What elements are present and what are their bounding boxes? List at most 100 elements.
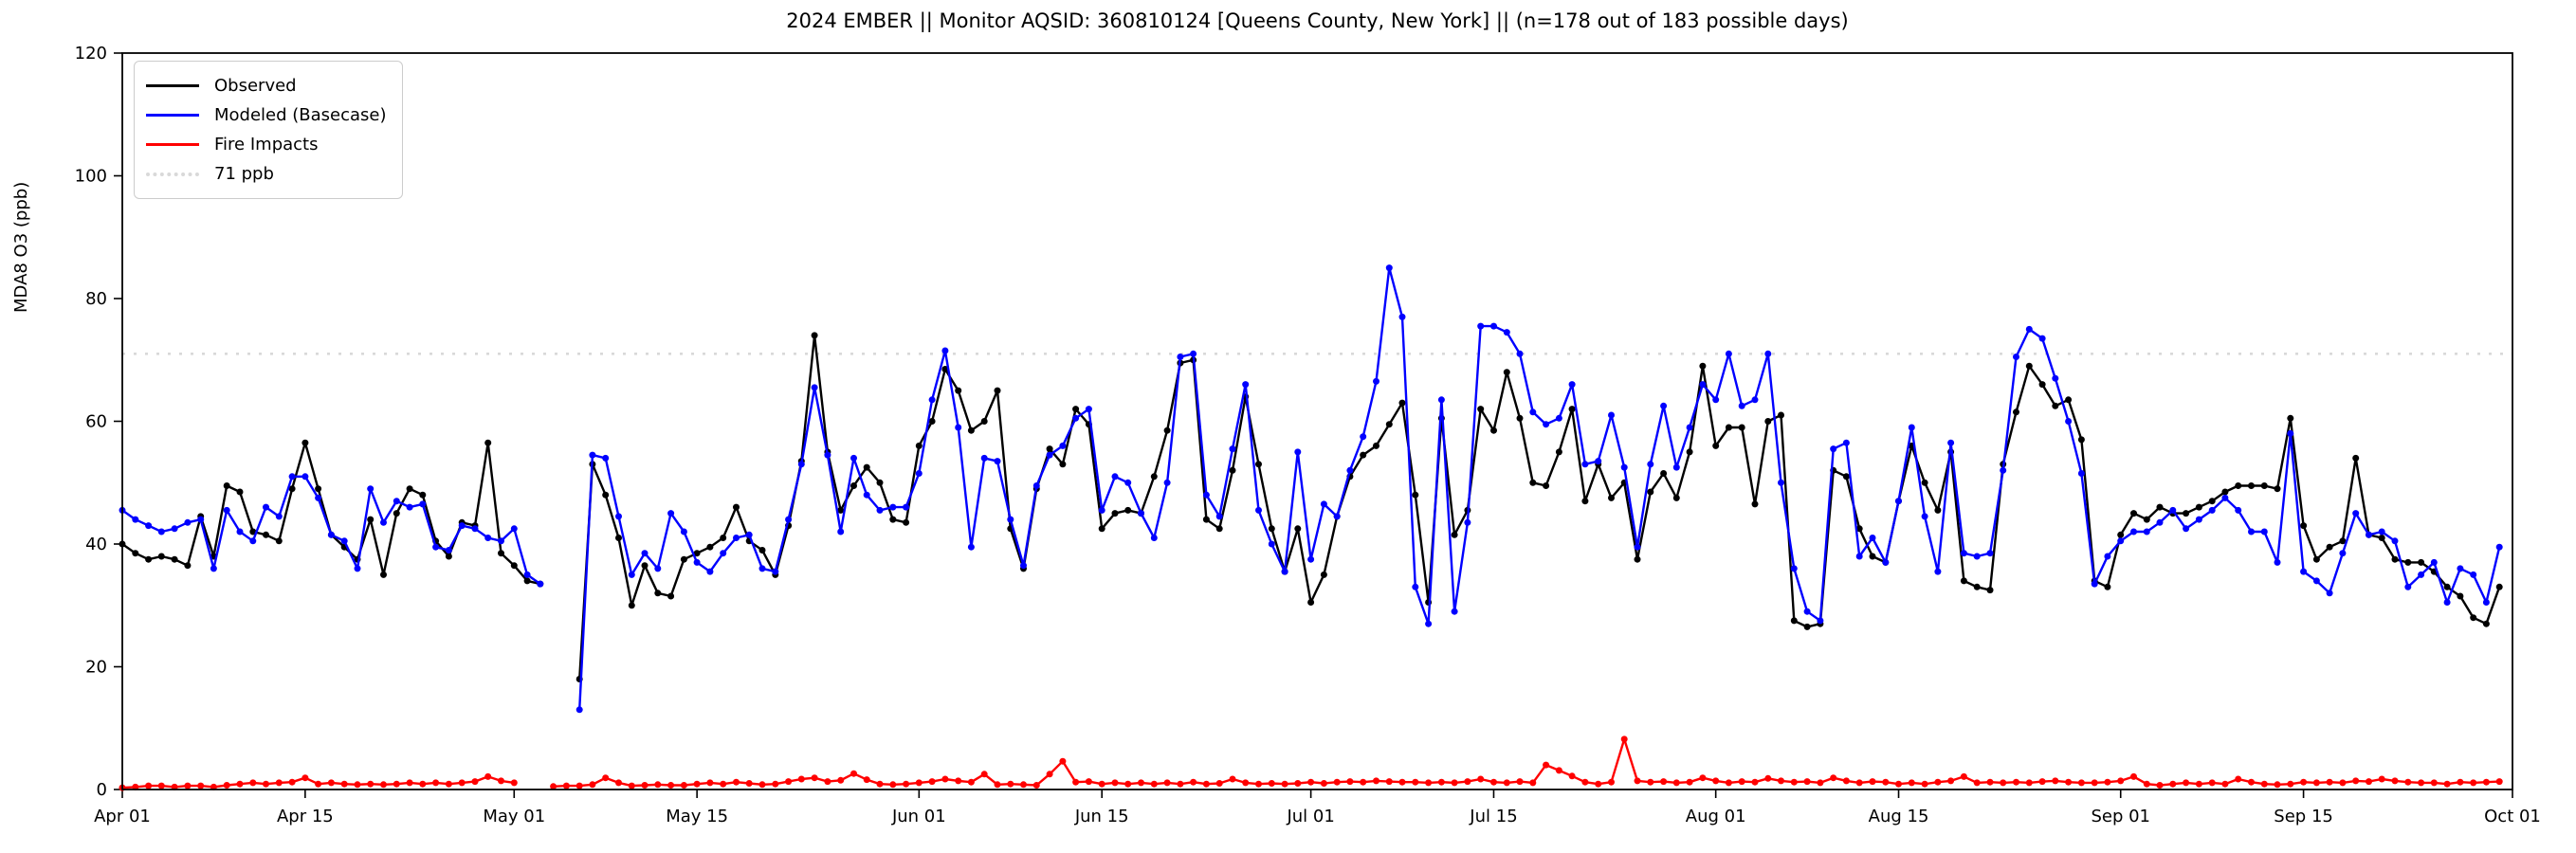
fire-marker	[2038, 778, 2046, 786]
modeled-marker	[1555, 414, 1562, 422]
modeled-marker	[1490, 322, 1497, 330]
fire-marker	[693, 780, 701, 788]
modeled-marker	[210, 565, 217, 572]
modeled-marker	[1882, 558, 1890, 566]
modeled-marker	[1242, 381, 1250, 389]
modeled-marker	[2077, 470, 2085, 477]
observed-marker	[1451, 531, 1458, 538]
fire-marker	[1660, 778, 1668, 786]
legend-item-threshold: 71 ppb	[146, 159, 387, 189]
modeled-marker	[1385, 264, 1393, 272]
modeled-marker	[680, 528, 687, 535]
modeled-marker	[1124, 479, 1132, 486]
observed-marker	[1855, 525, 1863, 533]
observed-marker	[1634, 555, 1641, 563]
fire-marker	[1229, 775, 1236, 783]
fire-marker	[471, 778, 479, 786]
fire-marker	[2352, 777, 2360, 785]
modeled-marker	[2169, 506, 2177, 514]
observed-marker	[2260, 482, 2268, 489]
plot-border	[121, 52, 2513, 790]
observed-marker	[1412, 491, 1419, 499]
modeled-marker	[1294, 448, 1302, 456]
modeled-marker	[157, 528, 165, 535]
modeled-marker	[1725, 350, 1732, 357]
modeled-marker	[589, 451, 596, 459]
y-tick-label: 60	[85, 412, 107, 432]
observed-marker	[2457, 592, 2464, 600]
observed-marker	[2287, 414, 2294, 422]
fire-marker	[1373, 777, 1379, 785]
fire-marker	[1346, 778, 1354, 786]
observed-marker	[2495, 583, 2503, 590]
modeled-marker	[288, 473, 296, 481]
modeled-marker	[824, 451, 831, 459]
observed-marker	[628, 602, 635, 609]
observed-marker	[1555, 448, 1562, 456]
fire-marker	[236, 780, 244, 788]
modeled-marker	[1398, 313, 1406, 320]
modeled-marker	[1908, 424, 1915, 431]
fire-marker	[498, 777, 504, 785]
fire-marker	[301, 774, 309, 782]
modeled-marker	[1072, 414, 1080, 422]
observed-marker	[301, 439, 309, 446]
modeled-marker	[1215, 513, 1223, 520]
fire-marker	[1451, 779, 1458, 787]
modeled-marker	[432, 543, 440, 551]
fire-marker	[2156, 782, 2164, 789]
modeled-marker	[498, 537, 504, 545]
fire-marker	[1111, 779, 1119, 787]
fire-marker	[811, 774, 818, 782]
modeled-marker	[1608, 411, 1615, 419]
modeled-marker	[2156, 518, 2164, 526]
observed-marker	[928, 418, 936, 425]
fire-marker	[2287, 780, 2294, 788]
observed-marker	[1385, 421, 1393, 428]
modeled-marker	[2025, 325, 2033, 333]
modeled-marker	[301, 473, 309, 481]
modeled-marker	[2470, 571, 2477, 578]
fire-marker	[2208, 779, 2216, 787]
y-tick-label: 100	[75, 167, 107, 187]
legend-box: Observed Modeled (Basecase) Fire Impacts…	[134, 61, 403, 199]
fire-marker	[1882, 778, 1890, 786]
observed-marker	[2443, 583, 2451, 590]
modeled-marker	[484, 535, 492, 541]
fire-marker	[837, 776, 845, 784]
observed-marker	[693, 550, 701, 557]
modeled-marker	[1686, 424, 1693, 431]
fire-marker	[2195, 780, 2202, 788]
observed-marker	[2130, 510, 2137, 517]
observed-marker	[236, 488, 244, 496]
x-tick-label: Apr 15	[277, 807, 334, 826]
observed-marker	[915, 442, 923, 449]
observed-marker	[680, 555, 687, 563]
modeled-marker	[1268, 540, 1275, 548]
observed-marker	[2391, 555, 2399, 563]
fire-marker	[1934, 778, 1942, 786]
fire-marker	[2065, 778, 2073, 786]
fire-marker	[263, 780, 269, 788]
modeled-marker	[1190, 350, 1197, 357]
fire-marker	[1830, 774, 1837, 782]
fire-marker	[1947, 777, 1955, 785]
observed-marker	[1960, 577, 1967, 585]
observed-marker	[445, 553, 452, 560]
observed-marker	[758, 547, 766, 554]
modeled-marker	[785, 516, 793, 523]
observed-marker	[1477, 406, 1485, 413]
modeled-marker	[184, 518, 192, 526]
observed-marker	[1764, 418, 1772, 425]
fire-marker	[2326, 778, 2333, 786]
modeled-marker	[1320, 500, 1327, 508]
modeled-marker	[2235, 506, 2242, 514]
modeled-marker	[2117, 537, 2125, 545]
fire-marker	[720, 780, 727, 788]
fire-marker	[1516, 778, 1524, 786]
modeled-marker	[367, 485, 375, 493]
fire-marker	[510, 779, 518, 787]
modeled-marker	[1778, 479, 1784, 486]
modeled-marker	[1647, 461, 1654, 468]
observed-marker	[184, 562, 192, 570]
